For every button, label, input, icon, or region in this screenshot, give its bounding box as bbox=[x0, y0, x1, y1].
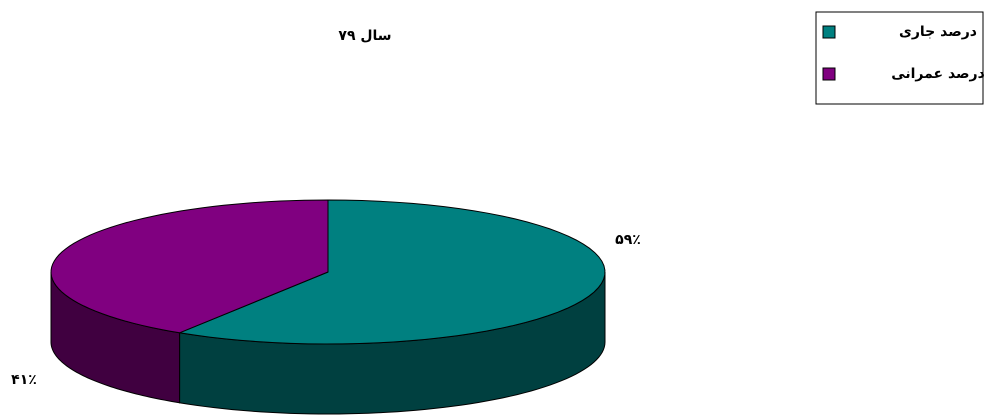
legend-label: درصد عمرانی bbox=[891, 66, 984, 82]
data-label: ۴۱٪ bbox=[11, 372, 37, 388]
legend-swatch bbox=[822, 67, 836, 81]
legend-swatch bbox=[822, 25, 836, 39]
chart-subtitle: سال ۷۹ bbox=[338, 28, 391, 44]
slice bbox=[177, 199, 606, 345]
slice bbox=[50, 199, 329, 334]
data-label: ۵۹٪ bbox=[615, 232, 641, 248]
legend-box bbox=[815, 11, 984, 105]
legend-label: درصد جاری bbox=[899, 24, 977, 40]
